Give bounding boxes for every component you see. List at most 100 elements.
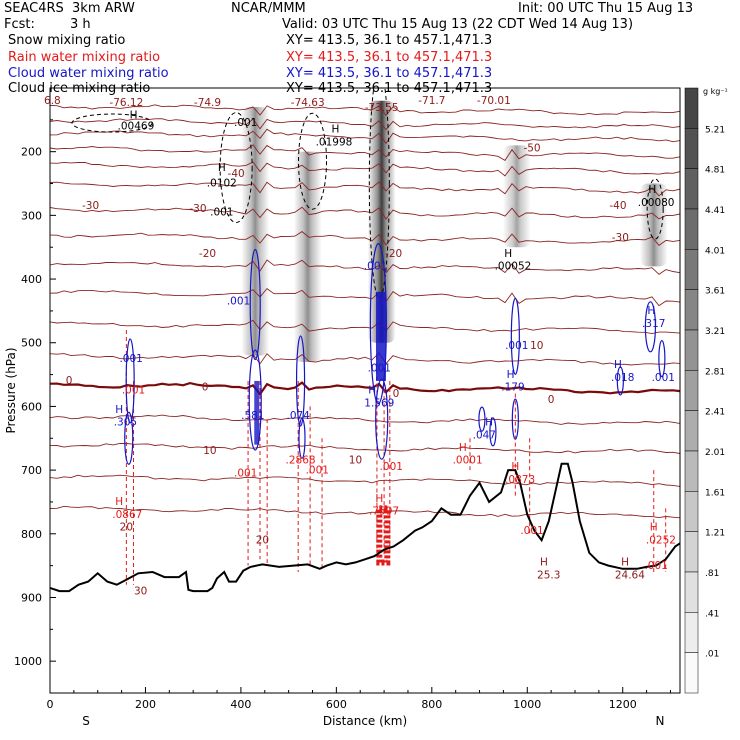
colorbar-label: 3.21 (705, 327, 725, 337)
temperature-contour (50, 352, 680, 366)
contour-label: .00052 (495, 261, 532, 273)
contour-label: -40 (609, 200, 626, 212)
contour-label: H (331, 124, 339, 136)
cloud-water-contour (489, 417, 497, 447)
temperature-contour (50, 144, 680, 162)
contour-label: .0873 (505, 474, 535, 486)
x-axis-label: Distance (km) (323, 714, 407, 728)
contour-label: -30 (82, 200, 99, 212)
field-xy-cloud-water: XY= 413.5, 36.1 to 457.1,471.3 (286, 66, 493, 81)
colorbar-swatch (684, 128, 699, 169)
contour-label: .7597 (369, 506, 399, 518)
contour-label: .001 (380, 461, 403, 473)
colorbar-label: 4.01 (705, 246, 725, 256)
contour-label: 30 (134, 585, 147, 597)
colorbar-label: .81 (705, 569, 719, 579)
contour-label: .179 (501, 382, 524, 394)
x-tick-label: 1200 (609, 698, 637, 711)
contour-label: .0252 (646, 534, 676, 546)
y-tick-label: 900 (21, 591, 42, 604)
field-name-cloud-ice: Cloud ice mixing ratio (8, 81, 151, 96)
contour-label: H (511, 461, 519, 473)
contour-label: 10 (530, 340, 543, 352)
contour-label: .001 (306, 464, 329, 476)
cloud-water-contour (616, 366, 624, 396)
contour-label: -50 (523, 143, 540, 155)
contour-label: .00469 (118, 120, 155, 132)
temperature-contour (50, 442, 680, 454)
colorbar-label: 2.81 (705, 367, 725, 377)
contour-label: .001 (234, 467, 257, 479)
contour-label: .001 (644, 560, 667, 572)
contour-label: -20 (199, 248, 216, 260)
contour-label: .001 (119, 353, 142, 365)
contour-label: .001 (227, 296, 250, 308)
colorbar-label: .01 (705, 650, 719, 660)
contour-label: H (115, 404, 123, 416)
contour-label: H (130, 110, 138, 122)
temperature-contour (50, 287, 680, 307)
colorbar-swatch (684, 329, 699, 371)
contour-label: .0867 (112, 509, 142, 521)
field-name-cloud-water: Cloud water mixing ratio (8, 66, 169, 81)
contour-label: 10 (349, 455, 362, 467)
cloud-water-contour (478, 406, 486, 432)
contour-label: -40 (228, 168, 245, 180)
temperature-contour (50, 319, 680, 335)
x-tick-label: 1000 (513, 698, 541, 711)
fcst-label: Fcst: (4, 17, 35, 32)
plot-border (49, 87, 681, 694)
cloud-water-contour (124, 411, 134, 465)
temperature-contour (50, 181, 680, 197)
contour-label: .01998 (316, 136, 353, 148)
rain-water-core (376, 505, 391, 566)
cloud-water-core (375, 291, 386, 381)
cloud-ice-column (293, 151, 322, 362)
contour-label: .001 (234, 117, 257, 129)
x-tick-label: 0 (47, 698, 54, 711)
temperature-contour (50, 206, 680, 220)
cloud-water-contour (125, 338, 135, 424)
endpoint-right: N (656, 714, 665, 728)
field-xy-rain: XY= 413.5, 36.1 to 457.1,471.3 (286, 50, 493, 65)
contour-label: -74.9 (194, 97, 221, 109)
valid-time: Valid: 03 UTC Thu 15 Aug 13 (22 CDT Wed … (282, 17, 634, 32)
cloud-ice-column (502, 145, 531, 248)
cloud-water-contour (375, 378, 389, 460)
contour-label: -71.7 (418, 95, 445, 107)
colorbar-swatch (684, 370, 699, 411)
colorbar-swatch (684, 450, 699, 492)
contour-label: -30 (612, 232, 629, 244)
freezing-level-contour (50, 381, 680, 397)
contour-label: 6.8 (44, 95, 61, 107)
snow-contour (298, 112, 327, 210)
contour-label: H (507, 369, 515, 381)
snow-contour (219, 112, 253, 224)
colorbar-swatch (684, 612, 699, 653)
cloud-water-contour (295, 335, 306, 427)
contour-label: .2868 (286, 455, 316, 467)
colorbar-swatch (684, 289, 699, 331)
contour-label: H (485, 417, 493, 429)
y-tick-label: 1000 (14, 655, 42, 668)
contour-label: .0102 (207, 178, 237, 190)
contour-label: H (647, 305, 655, 317)
contour-label: 24.64 (615, 569, 645, 581)
cloud-water-contour (298, 417, 306, 459)
contour-label: 25.3 (537, 569, 560, 581)
cloud-ice-column (639, 183, 668, 267)
contour-label: .001 (210, 206, 233, 218)
cloud-water-contour (249, 248, 261, 361)
contour-label: 0 (66, 375, 73, 387)
field-xy-cloud-ice: XY= 413.5, 36.1 to 457.1,471.3 (286, 81, 493, 96)
contour-label: 0 (548, 394, 555, 406)
contour-label: .018 (611, 372, 634, 384)
colorbar-swatch (684, 410, 699, 452)
snow-contour (71, 113, 153, 133)
contour-label: H (504, 248, 512, 260)
x-tick-label: 400 (230, 698, 251, 711)
terrain (49, 462, 681, 593)
x-tick-label: 800 (421, 698, 442, 711)
cloud-water-contour (644, 301, 657, 353)
